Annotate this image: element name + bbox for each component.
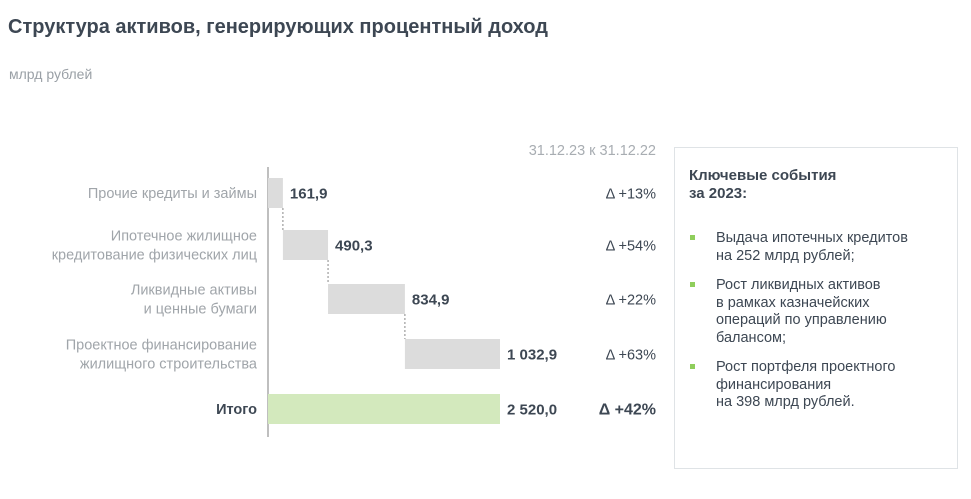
unit-label: млрд рублей	[9, 66, 93, 82]
key-event-item: Рост ликвидных активов в рамках казначей…	[689, 277, 949, 347]
category-label: Итого	[216, 402, 257, 418]
key-event-item: Рост портфеля проектного финансирования …	[689, 359, 949, 412]
category-label: Ипотечное жилищное кредитование физически…	[52, 229, 257, 264]
waterfall-bar	[404, 339, 500, 369]
data-label: 490,3	[335, 238, 373, 255]
waterfall-bar	[282, 230, 329, 260]
key-events-list: Выдача ипотечных кредитов на 252 млрд ру…	[689, 230, 949, 424]
delta-label: Δ +13%	[606, 187, 657, 203]
data-label: 161,9	[290, 186, 328, 203]
bullet-icon	[690, 235, 695, 240]
key-event-text: Рост ликвидных активов в рамках казначей…	[716, 277, 887, 346]
total-bar	[268, 394, 500, 424]
category-label: Прочие кредиты и займы	[88, 186, 257, 202]
data-label: 2 520,0	[507, 402, 557, 419]
category-label: Проектное финансирование жилищного строит…	[66, 338, 258, 373]
delta-label: Δ +54%	[606, 239, 657, 255]
delta-label: Δ +63%	[606, 348, 657, 364]
waterfall-bar	[328, 284, 405, 314]
category-label: Ликвидные активы и ценные бумаги	[131, 283, 257, 318]
delta-label: Δ +22%	[606, 293, 657, 309]
key-events-title: Ключевые события за 2023:	[689, 167, 837, 202]
key-event-text: Рост портфеля проектного финансирования …	[716, 359, 896, 410]
key-event-item: Выдача ипотечных кредитов на 252 млрд ру…	[689, 230, 949, 265]
compare-period-header: 31.12.23 к 31.12.22	[528, 143, 656, 159]
waterfall-chart: Прочие кредиты и займы 161,9 Δ +13% Ипотечн…	[52, 167, 657, 437]
key-event-text: Выдача ипотечных кредитов на 252 млрд ру…	[716, 230, 908, 264]
delta-label: Δ +42%	[599, 402, 656, 419]
bullet-icon	[690, 364, 695, 369]
data-label: 834,9	[412, 292, 450, 309]
bullet-icon	[690, 282, 695, 287]
chart-title: Структура активов, генерирующих процентн…	[8, 16, 548, 38]
waterfall-bar	[268, 178, 283, 208]
data-label: 1 032,9	[507, 347, 557, 364]
key-events-panel: Ключевые события за 2023: Выдача ипотечн…	[674, 147, 958, 469]
